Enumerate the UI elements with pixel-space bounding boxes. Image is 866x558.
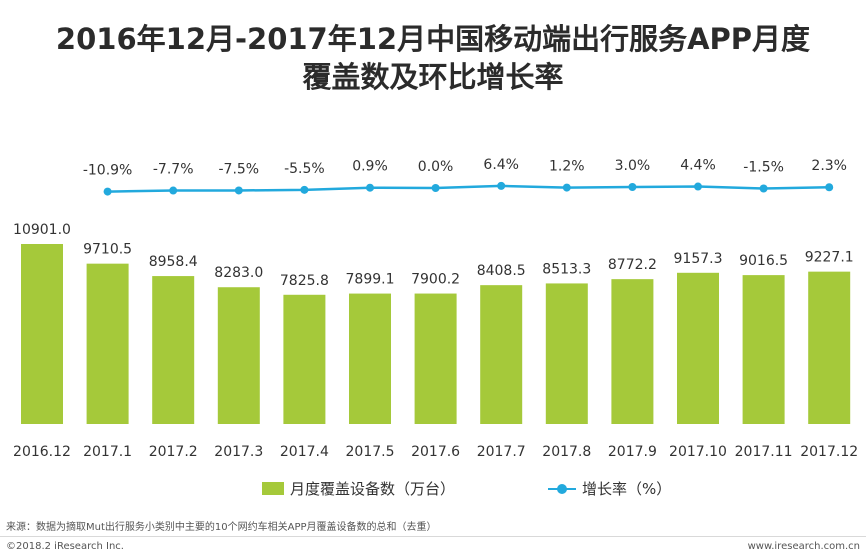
x-tick-label: 2017.5: [346, 444, 395, 460]
website: www.iresearch.com.cn: [747, 541, 860, 552]
growth-point-2017.9: [628, 183, 637, 192]
legend-item-line: 增长率（%）: [548, 478, 671, 499]
growth-point-2017.6: [431, 184, 440, 192]
bar-value-label: 9016.5: [739, 253, 788, 269]
growth-value-label: 1.2%: [549, 159, 585, 175]
chart-svg: 10901.0 2016.12 9710.5 2017.1 8958.4 2017.2 82…: [13, 157, 858, 460]
bar-2017.8: [545, 283, 588, 424]
bar-value-label: 8408.5: [477, 263, 526, 279]
bar-value-label: 7900.2: [411, 272, 460, 288]
copyright: ©2018.2 iResearch Inc.: [6, 541, 124, 552]
bar-value-label: 8513.3: [542, 261, 591, 277]
growth-rate-line: [107, 184, 830, 193]
source-note: 来源：数据为摘取Mut出行服务小类别中主要的10个网约车相关APP月覆盖设备数的…: [6, 522, 437, 533]
growth-line-series: -10.9% -7.7% -7.5% -5.5% 0.9% 0.0% 6.4% 1.2% 3.0…: [83, 157, 847, 196]
bar-value-label: 9157.3: [674, 251, 723, 267]
x-tick-label: 2017.4: [280, 444, 329, 460]
legend-line-swatch: [548, 482, 576, 496]
growth-value-label: -7.5%: [218, 161, 259, 177]
bar-value-label: 8772.2: [608, 257, 657, 273]
growth-point-2017.4: [300, 185, 309, 194]
growth-value-label: -5.5%: [284, 161, 325, 177]
growth-value-label: 6.4%: [483, 157, 519, 173]
bar-value-label: 10901.0: [13, 222, 71, 238]
bar-series: 10901.0 2016.12 9710.5 2017.1 8958.4 2017.2 82…: [13, 222, 858, 460]
legend-item-bars: 月度覆盖设备数（万台）: [262, 478, 455, 499]
bar-value-label: 8283.0: [214, 265, 263, 281]
bar-value-label: 9710.5: [83, 242, 132, 258]
growth-value-label: -10.9%: [83, 163, 133, 179]
bar-2017.2: [152, 276, 195, 424]
bar-2017.9: [611, 279, 654, 424]
bar-value-label: 7899.1: [346, 272, 395, 288]
chart-title: 2016年12月-2017年12月中国移动端出行服务APP月度 覆盖数及环比增长…: [0, 20, 866, 96]
growth-value-label: 4.4%: [680, 158, 716, 174]
x-tick-label: 2017.10: [669, 444, 727, 460]
footer-divider: [0, 536, 866, 537]
growth-point-2017.7: [497, 181, 506, 190]
x-tick-label: 2017.8: [542, 444, 591, 460]
bar-value-label: 9227.1: [805, 250, 854, 266]
growth-point-2017.12: [825, 183, 834, 192]
bar-2017.1: [86, 263, 129, 424]
title-line-1: 2016年12月-2017年12月中国移动端出行服务APP月度: [55, 22, 811, 56]
x-tick-label: 2017.7: [477, 444, 526, 460]
legend-bar-label: 月度覆盖设备数（万台）: [290, 480, 456, 498]
legend-bar-swatch: [262, 482, 284, 495]
x-tick-label: 2016.12: [13, 444, 71, 460]
bar-2017.12: [808, 271, 851, 424]
bar-2017.10: [677, 272, 719, 424]
bar-value-label: 8958.4: [149, 254, 198, 270]
title-line-2: 覆盖数及环比增长率: [302, 60, 564, 94]
growth-point-2017.1: [103, 187, 112, 196]
bar-value-label: 7825.8: [280, 273, 329, 289]
growth-value-label: 0.9%: [352, 159, 388, 175]
x-tick-label: 2017.2: [149, 444, 198, 460]
x-tick-label: 2017.9: [608, 444, 657, 460]
x-tick-label: 2017.3: [214, 444, 263, 460]
growth-value-label: 0.0%: [418, 159, 454, 175]
x-tick-label: 2017.12: [800, 444, 858, 460]
growth-value-label: 3.0%: [615, 158, 651, 174]
bar-2017.7: [480, 285, 523, 424]
bar-2017.6: [414, 293, 457, 424]
growth-value-label: -1.5%: [743, 159, 784, 175]
growth-point-2017.8: [562, 183, 571, 192]
bar-2017.3: [217, 287, 260, 424]
bar-2017.5: [349, 293, 391, 424]
growth-point-2017.10: [694, 182, 702, 191]
growth-point-2017.2: [169, 186, 178, 195]
x-tick-label: 2017.6: [411, 444, 460, 460]
growth-value-label: 2.3%: [811, 158, 847, 174]
legend: 月度覆盖设备数（万台） 增长率（%）: [0, 476, 866, 500]
legend-line-label: 增长率（%）: [582, 480, 672, 498]
growth-point-2017.3: [234, 186, 243, 195]
growth-point-2017.11: [759, 184, 768, 193]
bar-2017.4: [283, 294, 326, 424]
bar-2017.11: [742, 275, 785, 424]
growth-value-label: -7.7%: [153, 162, 194, 178]
x-tick-label: 2017.11: [735, 444, 793, 460]
growth-point-2017.5: [366, 183, 374, 192]
x-tick-label: 2017.1: [83, 444, 132, 460]
bar-2016.12: [21, 244, 63, 424]
